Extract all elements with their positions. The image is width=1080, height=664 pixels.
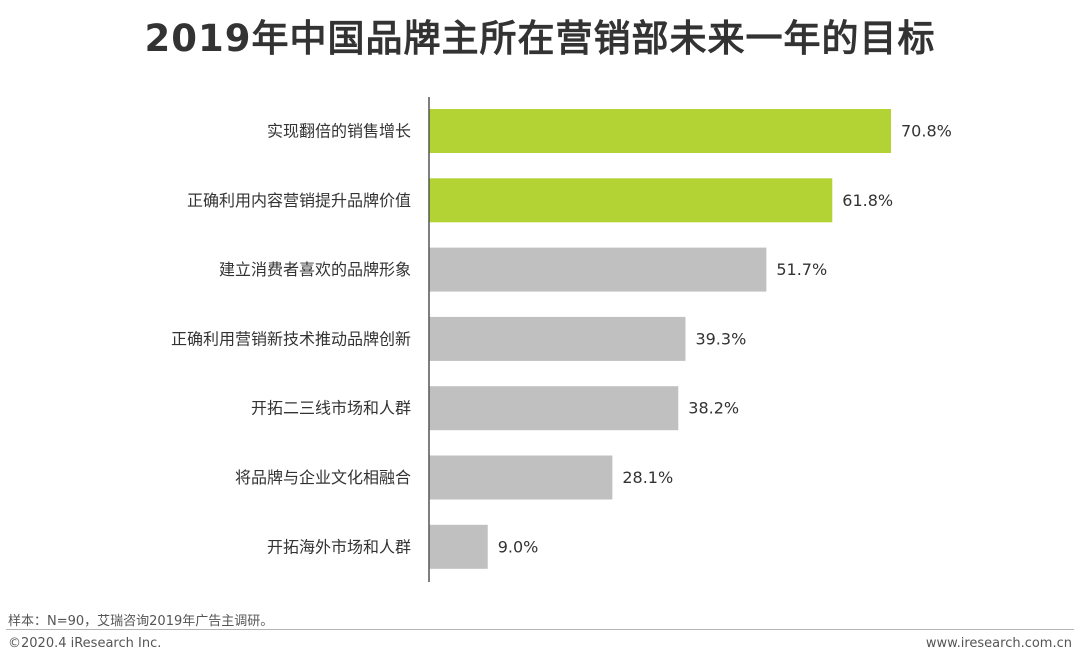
category-label-5: 开拓二三线市场和人群 (251, 399, 411, 418)
footer-divider (6, 629, 1074, 630)
value-label-6: 28.1% (622, 468, 673, 487)
category-label-4: 正确利用营销新技术推动品牌创新 (171, 329, 411, 348)
bar-2 (429, 178, 833, 223)
value-labels-group: 70.8% 61.8% 51.7% 39.3% 38.2% 28.1% 9.0% (498, 122, 952, 557)
sample-note: 样本：N=90，艾瑞咨询2019年广告主调研。 (8, 614, 274, 629)
bars-group (429, 109, 891, 569)
copyright-text: ©2020.4 iResearch Inc. (8, 636, 162, 651)
bar-chart: 实现翻倍的销售增长正确利用内容营销提升品牌价值建立消费者喜欢的品牌形象正确利用营… (171, 97, 952, 582)
value-label-1: 70.8% (901, 122, 952, 141)
value-label-7: 9.0% (498, 537, 539, 556)
website-url: www.iresearch.com.cn (925, 636, 1072, 651)
category-label-6: 将品牌与企业文化相融合 (235, 468, 411, 487)
bar-4 (429, 316, 686, 361)
bar-5 (429, 386, 679, 431)
bar-7 (429, 524, 488, 569)
value-label-5: 38.2% (688, 399, 739, 418)
bar-1 (429, 109, 891, 153)
category-label-2: 正确利用内容营销提升品牌价值 (187, 191, 411, 210)
value-label-2: 61.8% (842, 191, 893, 210)
category-label-7: 开拓海外市场和人群 (267, 537, 411, 556)
chart-title: 2019年中国品牌主所在营销部未来一年的目标 (144, 17, 936, 60)
value-label-3: 51.7% (776, 260, 827, 279)
value-label-4: 39.3% (695, 329, 746, 348)
category-labels-group: 实现翻倍的销售增长正确利用内容营销提升品牌价值建立消费者喜欢的品牌形象正确利用营… (171, 122, 411, 557)
bar-6 (429, 455, 613, 500)
bar-3 (429, 247, 767, 292)
category-label-1: 实现翻倍的销售增长 (267, 122, 411, 141)
category-label-3: 建立消费者喜欢的品牌形象 (219, 260, 411, 279)
